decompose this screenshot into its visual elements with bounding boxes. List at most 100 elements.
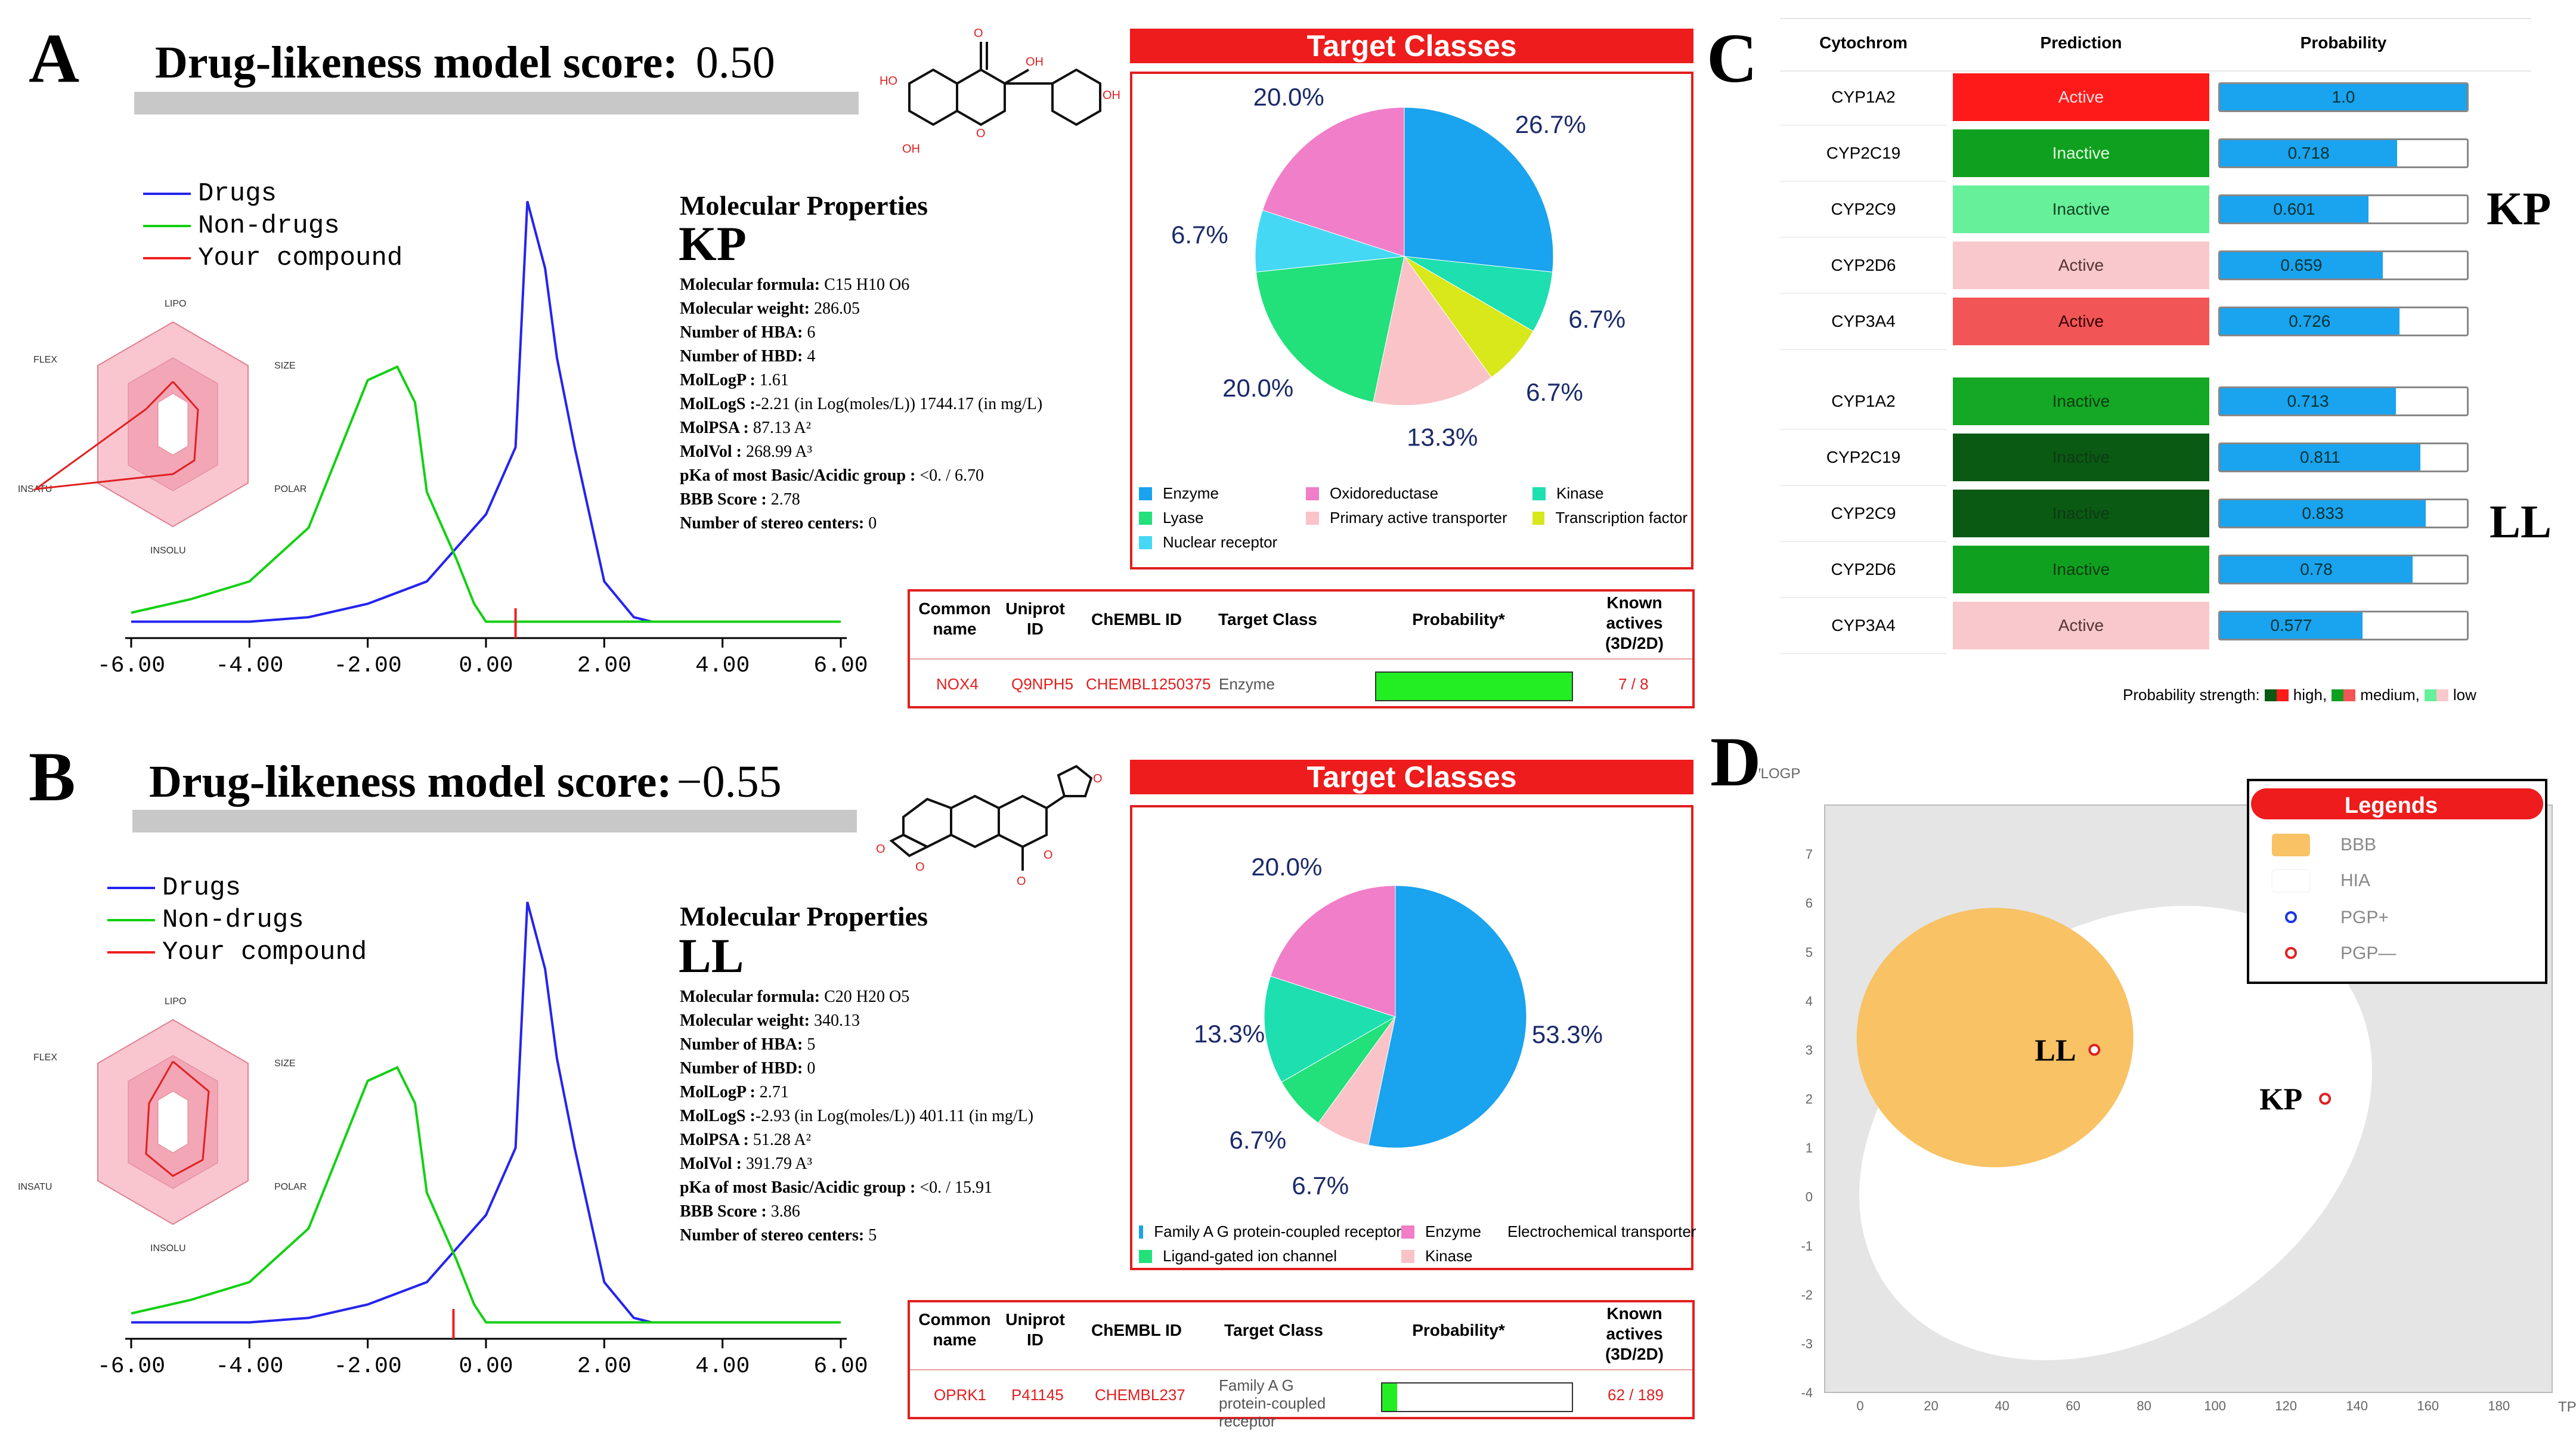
radar-chart-b: LIPO SIZE POLAR INSOLU INSATU FLEX bbox=[18, 996, 306, 1254]
tc-legend-item: Ligand-gated ion channel bbox=[1139, 1247, 1401, 1265]
y-tick-label: 5 bbox=[1806, 945, 1813, 960]
property-key: Molecular weight: bbox=[680, 1011, 810, 1030]
property-key: BBB Score : bbox=[680, 1202, 767, 1221]
property-value: 5 bbox=[803, 1035, 816, 1054]
cyp-probability-bar: 0.811 bbox=[2218, 442, 2469, 472]
cyp-name: CYP2C19 bbox=[1826, 144, 1901, 162]
td-common[interactable]: OPRK1 bbox=[934, 1386, 987, 1404]
property-key: Molecular formula: bbox=[680, 988, 821, 1006]
pie-label: 20.0% bbox=[1253, 83, 1324, 111]
property-key: MolLogS : bbox=[680, 1107, 756, 1125]
property-value: 0 bbox=[864, 514, 877, 533]
td-actives[interactable]: 62 / 189 bbox=[1608, 1386, 1664, 1404]
compound-point[interactable] bbox=[2088, 1044, 2101, 1056]
panel-a-letter: A bbox=[29, 19, 80, 97]
y-tick-label: 3 bbox=[1806, 1042, 1813, 1057]
property-value: 6 bbox=[803, 323, 816, 342]
property-key: MolVol : bbox=[680, 442, 742, 461]
x-tick-label: -2.00 bbox=[334, 653, 402, 679]
nondrugs-curve bbox=[131, 365, 841, 623]
tc-legend-item: Transcription factor bbox=[1532, 509, 1688, 527]
td-actives[interactable]: 7 / 8 bbox=[1618, 675, 1649, 693]
drug-likeness-chart-a: -6.00 -4.00 -2.00 0.00 2.00 4.00 6.00 bbox=[97, 200, 868, 679]
cyp-prediction: Inactive bbox=[1953, 490, 2209, 537]
cyp-probability-bar: 0.833 bbox=[2218, 499, 2469, 528]
property-row: MolVol : 391.79 A³ bbox=[680, 1152, 1033, 1176]
td-chembl[interactable]: CHEMBL1250375 bbox=[1086, 675, 1211, 693]
nondrugs-curve bbox=[131, 1066, 841, 1324]
td-class: Enzyme bbox=[1219, 675, 1275, 693]
cyp-prediction: Inactive bbox=[1953, 546, 2209, 593]
cyp-probability-value: 0.718 bbox=[2287, 144, 2330, 162]
strength-high: high, bbox=[2293, 686, 2327, 704]
y-tick-label: 6 bbox=[1806, 896, 1813, 911]
td-common[interactable]: NOX4 bbox=[936, 675, 979, 693]
y-tick-label: 4 bbox=[1806, 993, 1813, 1008]
panel-b-letter: B bbox=[29, 738, 76, 816]
score-label: Drug-likeness model score: bbox=[155, 38, 678, 88]
radar-label: LIPO bbox=[165, 299, 186, 309]
radar-label: POLAR bbox=[274, 1182, 306, 1192]
cyp-name: CYP1A2 bbox=[1831, 88, 1896, 106]
y-tick-label: -3 bbox=[1801, 1336, 1813, 1351]
pie-slice bbox=[1404, 107, 1554, 273]
target-classes-header-a: Target Classes bbox=[1130, 29, 1693, 63]
pie-label: 26.7% bbox=[1515, 110, 1586, 138]
tc-legend-a: Enzyme Oxidoreductase Kinase Lyase Prima… bbox=[1139, 484, 1688, 552]
property-row: MolLogS :-2.21 (in Log(moles/L)) 1744.17… bbox=[680, 392, 1042, 416]
y-tick-label: 0 bbox=[1806, 1190, 1813, 1205]
cyp-probability-value: 0.577 bbox=[2270, 616, 2312, 635]
cyp-probability-bar: 0.713 bbox=[2218, 386, 2469, 416]
cyp-probability-value: 0.659 bbox=[2280, 256, 2323, 274]
th-cytochrom: Cytochrom bbox=[1819, 33, 1908, 52]
property-value: -2.93 (in Log(moles/L)) 401.11 (in mg/L) bbox=[755, 1107, 1034, 1125]
pie-label: 6.7% bbox=[1526, 378, 1583, 406]
td-chembl[interactable]: CHEMBL237 bbox=[1095, 1386, 1185, 1404]
target-classes-header-b: Target Classes bbox=[1130, 760, 1693, 794]
strength-label: Probability strength: bbox=[2123, 686, 2260, 704]
x-tick-label: -6.00 bbox=[97, 653, 165, 679]
property-value: 4 bbox=[803, 347, 816, 366]
score-bar bbox=[132, 810, 857, 832]
x-tick-label: -6.00 bbox=[97, 1354, 165, 1379]
tc-legend-item: Kinase bbox=[1401, 1247, 1497, 1265]
cyp-prediction: Inactive bbox=[1953, 185, 2209, 233]
th-common: Common name bbox=[918, 599, 991, 638]
egg-legend: Legends BBB HIA PGP+ PGP— bbox=[2247, 779, 2547, 984]
legend-item-label: PGP— bbox=[2340, 943, 2396, 963]
x-axis-title: TPSA bbox=[2558, 1399, 2576, 1415]
mp-code-b: LL bbox=[679, 928, 744, 983]
tc-legend-item: Lyase bbox=[1139, 509, 1306, 527]
cyp-name: CYP2C9 bbox=[1831, 200, 1896, 218]
pie-slice bbox=[1373, 255, 1492, 406]
compound-point[interactable] bbox=[2319, 1092, 2332, 1105]
x-tick-label: 160 bbox=[2417, 1398, 2439, 1413]
drugs-curve bbox=[131, 901, 652, 1324]
property-value: <0. / 6.70 bbox=[915, 466, 984, 485]
td-class: Family A G protein-coupled receptor bbox=[1219, 1376, 1326, 1430]
score-bar bbox=[134, 92, 859, 114]
prob-bar-a bbox=[1375, 671, 1573, 701]
cyp-probability-bar: 0.601 bbox=[2218, 194, 2469, 224]
property-key: pKa of most Basic/Acidic group : bbox=[680, 466, 916, 485]
drug-likeness-chart-b: -6.00 -4.00 -2.00 0.00 2.00 4.00 6.00 bbox=[97, 901, 868, 1379]
cyp-table: Cytochrom Prediction Probability CYP1A2 A… bbox=[1780, 18, 2531, 662]
tc-legend-item: Electrochemical transporter bbox=[1507, 1222, 1696, 1240]
cyp-prediction: Inactive bbox=[1953, 434, 2209, 481]
drugs-curve bbox=[131, 200, 652, 623]
property-value: 2.71 bbox=[755, 1083, 789, 1101]
target-pie-a: 26.7% 6.7% 6.7% 13.3% 20.0% 6.7% 20.0% bbox=[1171, 83, 1626, 451]
td-uniprot[interactable]: P41145 bbox=[1011, 1386, 1064, 1404]
property-value: 87.13 A² bbox=[748, 419, 811, 437]
cyp-probability-value: 0.713 bbox=[2287, 392, 2329, 410]
td-uniprot[interactable]: Q9NPH5 bbox=[1011, 675, 1074, 693]
property-key: MolLogP : bbox=[680, 1083, 756, 1101]
cyp-prediction: Active bbox=[1953, 242, 2209, 289]
x-tick-label: 2.00 bbox=[577, 653, 631, 679]
legend-title: Legends bbox=[2345, 793, 2438, 818]
property-row: MolLogP : 2.71 bbox=[680, 1081, 1033, 1104]
property-row: BBB Score : 2.78 bbox=[680, 488, 1042, 512]
radar-label: FLEX bbox=[33, 1053, 57, 1063]
property-key: Number of HBA: bbox=[680, 323, 803, 342]
probability-strength-legend: Probability strength: high, medium, low bbox=[2123, 686, 2476, 704]
